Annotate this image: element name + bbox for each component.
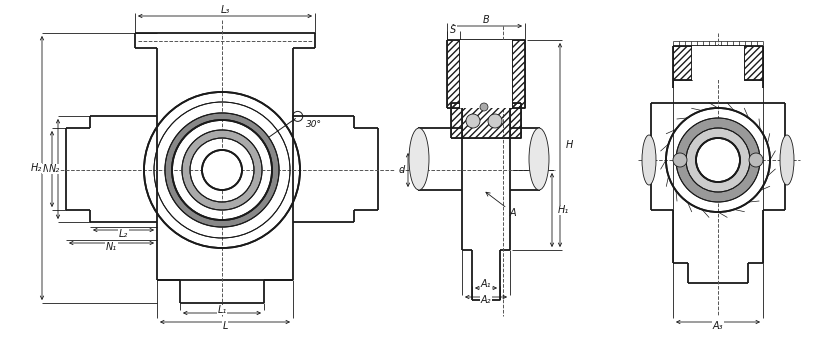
Circle shape (696, 138, 740, 182)
Text: L₂: L₂ (119, 229, 128, 239)
Ellipse shape (409, 128, 429, 190)
Circle shape (466, 114, 480, 128)
Text: H: H (566, 140, 574, 150)
Text: N: N (42, 164, 50, 174)
Bar (692, 46, 744, 80)
Circle shape (202, 150, 242, 190)
Bar (510, 103, 521, 138)
Bar (673, 46, 692, 80)
Text: A₃: A₃ (712, 321, 723, 331)
Bar (462, 103, 510, 138)
Text: d: d (399, 165, 405, 175)
Text: H₁: H₁ (558, 205, 570, 215)
Circle shape (749, 153, 763, 167)
Circle shape (480, 103, 488, 111)
Bar (451, 103, 462, 138)
Text: S: S (450, 25, 457, 35)
Circle shape (673, 153, 687, 167)
Bar (512, 40, 525, 108)
Circle shape (488, 114, 502, 128)
Bar (744, 46, 763, 80)
Text: A₁: A₁ (481, 279, 491, 289)
Bar (447, 40, 460, 108)
Text: A: A (486, 192, 517, 218)
Ellipse shape (780, 135, 794, 185)
Text: A₂: A₂ (481, 295, 491, 305)
Ellipse shape (642, 135, 656, 185)
Circle shape (686, 128, 750, 192)
Text: 30°: 30° (306, 120, 322, 129)
Text: L₃: L₃ (220, 5, 229, 15)
Text: H₂: H₂ (30, 163, 42, 173)
Text: B: B (482, 15, 490, 25)
Polygon shape (182, 130, 262, 210)
Text: L₁: L₁ (217, 305, 227, 315)
Bar (460, 40, 512, 108)
Text: N₁: N₁ (106, 242, 117, 252)
Text: L: L (222, 321, 228, 331)
Ellipse shape (529, 128, 549, 190)
Text: N₂: N₂ (48, 164, 60, 174)
Polygon shape (165, 113, 279, 227)
Circle shape (676, 118, 760, 202)
